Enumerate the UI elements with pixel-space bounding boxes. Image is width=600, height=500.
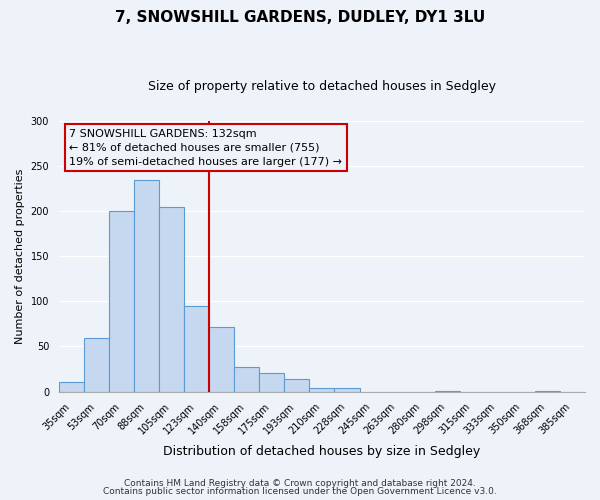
Text: 7 SNOWSHILL GARDENS: 132sqm
← 81% of detached houses are smaller (755)
19% of se: 7 SNOWSHILL GARDENS: 132sqm ← 81% of det… — [70, 128, 343, 166]
Bar — [259, 372, 284, 392]
Text: 7, SNOWSHILL GARDENS, DUDLEY, DY1 3LU: 7, SNOWSHILL GARDENS, DUDLEY, DY1 3LU — [115, 10, 485, 25]
Bar — [209, 328, 234, 392]
Y-axis label: Number of detached properties: Number of detached properties — [15, 168, 25, 344]
Text: Contains HM Land Registry data © Crown copyright and database right 2024.: Contains HM Land Registry data © Crown c… — [124, 478, 476, 488]
Title: Size of property relative to detached houses in Sedgley: Size of property relative to detached ho… — [148, 80, 496, 93]
Bar — [159, 208, 184, 392]
Bar — [184, 306, 209, 392]
Bar — [310, 388, 334, 392]
Bar — [284, 379, 310, 392]
Text: Contains public sector information licensed under the Open Government Licence v3: Contains public sector information licen… — [103, 487, 497, 496]
X-axis label: Distribution of detached houses by size in Sedgley: Distribution of detached houses by size … — [163, 444, 481, 458]
Bar — [59, 382, 84, 392]
Bar — [535, 390, 560, 392]
Bar — [234, 367, 259, 392]
Bar — [109, 211, 134, 392]
Bar — [134, 180, 159, 392]
Bar — [434, 390, 460, 392]
Bar — [334, 388, 359, 392]
Bar — [84, 338, 109, 392]
